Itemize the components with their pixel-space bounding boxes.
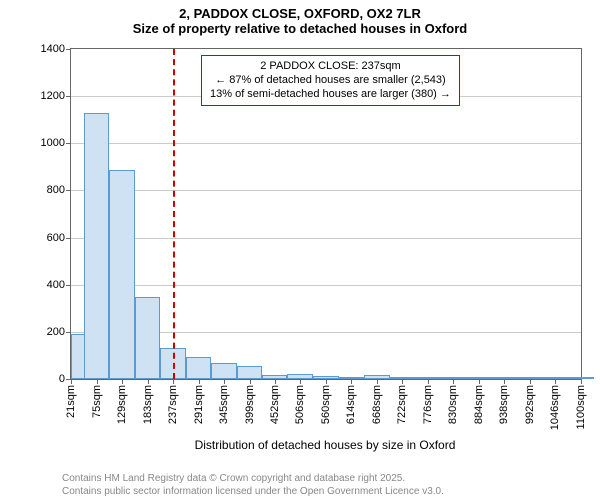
ytick-mark — [66, 143, 71, 144]
ytick-label: 400 — [47, 279, 65, 291]
footer-line-2: Contains public sector information licen… — [62, 485, 444, 498]
ytick-mark — [66, 190, 71, 191]
xtick-mark — [326, 379, 327, 384]
grid-line — [71, 143, 581, 144]
xtick-label: 506sqm — [294, 385, 306, 424]
xtick-label: 1100sqm — [575, 385, 587, 429]
title-line-1: 2, PADDOX CLOSE, OXFORD, OX2 7LR — [0, 6, 600, 21]
xtick-label: 183sqm — [142, 385, 154, 424]
ytick-label: 0 — [59, 373, 65, 385]
xtick-mark — [428, 379, 429, 384]
ytick-mark — [66, 49, 71, 50]
ytick-label: 1400 — [41, 43, 65, 55]
xtick-label: 291sqm — [193, 385, 205, 424]
xtick-label: 1046sqm — [549, 385, 561, 430]
xtick-label: 75sqm — [91, 385, 103, 418]
xtick-mark — [402, 379, 403, 384]
ytick-label: 1200 — [41, 90, 65, 102]
xtick-label: 399sqm — [244, 385, 256, 424]
ytick-label: 200 — [47, 326, 65, 338]
histogram-bar — [186, 357, 212, 379]
xtick-mark — [148, 379, 149, 384]
xtick-mark — [224, 379, 225, 384]
marker-line — [173, 49, 175, 379]
xtick-label: 560sqm — [320, 385, 332, 424]
ytick-mark — [66, 285, 71, 286]
ytick-label: 1000 — [41, 137, 65, 149]
chart-title: 2, PADDOX CLOSE, OXFORD, OX2 7LR Size of… — [0, 0, 600, 36]
xtick-mark — [530, 379, 531, 384]
ytick-mark — [66, 238, 71, 239]
xtick-label: 452sqm — [269, 385, 281, 424]
footer: Contains HM Land Registry data © Crown c… — [62, 472, 444, 498]
xtick-mark — [453, 379, 454, 384]
plot-area: 020040060080010001200140021sqm75sqm129sq… — [70, 48, 582, 380]
xtick-mark — [581, 379, 582, 384]
title-line-2: Size of property relative to detached ho… — [0, 21, 600, 36]
histogram-bar — [211, 363, 237, 380]
xtick-label: 722sqm — [396, 385, 408, 424]
x-axis-label: Distribution of detached houses by size … — [195, 438, 456, 452]
annotation-box: 2 PADDOX CLOSE: 237sqm← 87% of detached … — [201, 55, 460, 106]
xtick-mark — [479, 379, 480, 384]
xtick-mark — [97, 379, 98, 384]
annotation-line-1: 2 PADDOX CLOSE: 237sqm — [210, 60, 451, 74]
xtick-mark — [300, 379, 301, 384]
xtick-label: 884sqm — [473, 385, 485, 424]
histogram-bar — [237, 366, 263, 379]
annotation-line-2: ← 87% of detached houses are smaller (2,… — [210, 74, 451, 88]
xtick-mark — [377, 379, 378, 384]
histogram-bar — [84, 113, 110, 379]
histogram-bar — [109, 170, 135, 379]
xtick-mark — [351, 379, 352, 384]
xtick-mark — [199, 379, 200, 384]
grid-line — [71, 238, 581, 239]
xtick-label: 129sqm — [116, 385, 128, 424]
ytick-label: 800 — [47, 184, 65, 196]
xtick-label: 776sqm — [422, 385, 434, 424]
grid-line — [71, 190, 581, 191]
xtick-label: 21sqm — [65, 385, 77, 418]
xtick-label: 938sqm — [498, 385, 510, 424]
histogram-bar — [135, 297, 161, 380]
xtick-label: 992sqm — [524, 385, 536, 424]
footer-line-1: Contains HM Land Registry data © Crown c… — [62, 472, 444, 485]
xtick-mark — [504, 379, 505, 384]
xtick-label: 345sqm — [218, 385, 230, 424]
xtick-mark — [555, 379, 556, 384]
annotation-line-3: 13% of semi-detached houses are larger (… — [210, 88, 451, 102]
xtick-mark — [173, 379, 174, 384]
ytick-mark — [66, 332, 71, 333]
grid-line — [71, 285, 581, 286]
chart-container: 2, PADDOX CLOSE, OXFORD, OX2 7LR Size of… — [0, 0, 600, 500]
xtick-mark — [71, 379, 72, 384]
xtick-label: 237sqm — [167, 385, 179, 424]
xtick-mark — [275, 379, 276, 384]
xtick-label: 614sqm — [345, 385, 357, 424]
ytick-label: 600 — [47, 232, 65, 244]
ytick-mark — [66, 96, 71, 97]
xtick-mark — [250, 379, 251, 384]
xtick-label: 668sqm — [371, 385, 383, 424]
xtick-mark — [122, 379, 123, 384]
xtick-label: 830sqm — [447, 385, 459, 424]
